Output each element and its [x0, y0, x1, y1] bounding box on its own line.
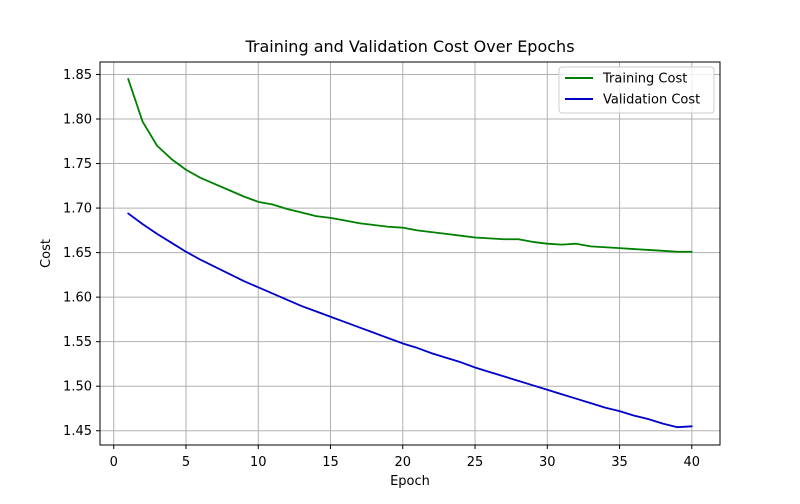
- y-tick-label: 1.85: [63, 68, 92, 83]
- chart-title: Training and Validation Cost Over Epochs: [244, 37, 574, 56]
- x-tick-label: 20: [395, 455, 412, 470]
- series-line-training: [127, 78, 693, 253]
- legend-label-training: Training Cost: [602, 72, 687, 87]
- x-tick-label: 10: [250, 455, 267, 470]
- y-axis-label: Cost: [39, 239, 54, 268]
- x-axis-label: Epoch: [390, 474, 430, 489]
- x-tick-label: 30: [539, 455, 556, 470]
- y-tick-label: 1.45: [63, 424, 92, 439]
- legend: Training Cost Validation Cost: [558, 66, 715, 114]
- x-tick-label: 40: [684, 455, 701, 470]
- y-tick-label: 1.55: [63, 335, 92, 350]
- y-tick-label: 1.50: [63, 380, 92, 395]
- y-tick-label: 1.70: [63, 202, 92, 217]
- y-tick-label: 1.60: [63, 291, 92, 306]
- x-tick-label: 5: [182, 455, 190, 470]
- grid-lines: [100, 62, 720, 445]
- x-tick-label: 15: [322, 455, 339, 470]
- x-tick-label: 0: [110, 455, 118, 470]
- y-tick-label: 1.75: [63, 157, 92, 172]
- axis-ticks: 0 5 10 15 20 25 30 35 40 1.45 1.50 1.55 1.60 1.65 1.70…: [63, 68, 700, 470]
- series-line-validation: [127, 212, 693, 429]
- x-tick-label: 35: [611, 455, 628, 470]
- legend-label-validation: Validation Cost: [603, 93, 700, 108]
- series-lines: [127, 78, 693, 429]
- legend-box: [558, 66, 715, 114]
- x-tick-label: 25: [467, 455, 484, 470]
- y-tick-label: 1.80: [63, 113, 92, 128]
- y-tick-label: 1.65: [63, 246, 92, 261]
- plot-area-frame: [99, 61, 721, 446]
